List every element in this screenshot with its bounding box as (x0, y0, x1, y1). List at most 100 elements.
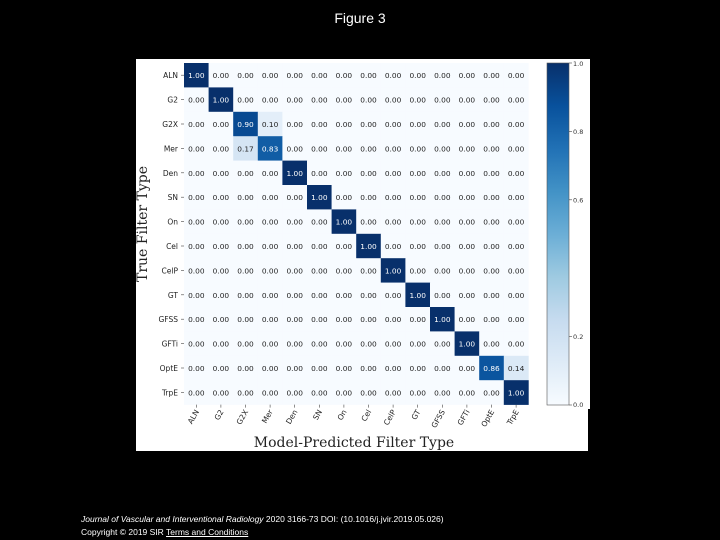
cell-value-label: 0.00 (188, 218, 205, 227)
matrix-cell (282, 233, 308, 259)
matrix-cell (257, 63, 283, 88)
matrix-cell (331, 136, 357, 161)
cell-value-label: 0.00 (286, 120, 303, 129)
matrix-cell (380, 136, 406, 161)
matrix-cell (405, 87, 431, 113)
matrix-cell (454, 307, 480, 332)
cell-value-label: 0.00 (409, 193, 426, 202)
matrix-cell (503, 331, 529, 357)
cell-value-label: 1.00 (311, 193, 328, 202)
matrix-cell (331, 209, 357, 235)
cell-value-label: 0.00 (409, 315, 426, 324)
matrix-cell (257, 233, 283, 259)
cell-value-label: 0.00 (262, 96, 279, 105)
matrix-cell (479, 282, 505, 308)
cell-value-label: 0.00 (336, 315, 353, 324)
matrix-cell (208, 185, 234, 210)
matrix-cell (233, 233, 259, 259)
matrix-cell (430, 185, 455, 210)
cell-value-label: 0.00 (262, 388, 279, 397)
cell-value-label: 1.00 (336, 218, 353, 227)
matrix-cell (454, 233, 480, 259)
cell-value-label: 0.00 (483, 144, 500, 153)
matrix-cell (380, 258, 406, 283)
y-tick-label: Den (163, 169, 178, 178)
cell-value-label: 0.00 (508, 315, 525, 324)
matrix-cell (307, 307, 332, 332)
matrix-cell (331, 185, 357, 210)
matrix-cell (430, 258, 455, 283)
matrix-cell (380, 307, 406, 332)
colorbar-tick-label: 0.8 (573, 128, 583, 136)
cell-value-label: 0.00 (237, 193, 254, 202)
matrix-cell (208, 233, 234, 259)
cell-value-label: 0.00 (336, 388, 353, 397)
cell-value-label: 0.00 (188, 169, 205, 178)
cell-value-label: 0.00 (336, 242, 353, 251)
cell-value-label: 0.00 (483, 218, 500, 227)
matrix-cell (454, 331, 480, 357)
cell-value-label: 0.00 (409, 218, 426, 227)
matrix-cell (356, 258, 382, 283)
matrix-cell (282, 307, 308, 332)
cell-value-label: 0.00 (311, 144, 328, 153)
matrix-cell (479, 209, 505, 235)
cell-value-label: 1.00 (508, 388, 525, 397)
cell-value-label: 0.00 (237, 242, 254, 251)
matrix-cell (356, 282, 382, 308)
matrix-cell (257, 111, 283, 137)
cell-value-label: 0.00 (237, 388, 254, 397)
matrix-cell (454, 258, 480, 283)
cell-value-label: 0.00 (286, 388, 303, 397)
cell-value-label: 0.00 (336, 364, 353, 373)
matrix-cell (331, 258, 357, 283)
cell-value-label: 0.00 (311, 71, 328, 80)
y-tick-label: On (167, 218, 178, 227)
cell-value-label: 0.00 (434, 291, 451, 300)
cell-value-label: 0.00 (188, 144, 205, 153)
matrix-cell (479, 258, 505, 283)
matrix-cell (331, 282, 357, 308)
matrix-cell (503, 258, 529, 283)
cell-value-label: 0.00 (213, 120, 230, 129)
cell-value-label: 0.00 (213, 169, 230, 178)
matrix-cell (405, 258, 431, 283)
cell-value-label: 0.00 (434, 169, 451, 178)
x-tick-label: TrpE (505, 408, 521, 428)
matrix-cell (356, 380, 382, 405)
matrix-cell (380, 380, 406, 405)
cell-value-label: 0.00 (385, 169, 402, 178)
terms-link[interactable]: Terms and Conditions (166, 527, 249, 537)
matrix-cell (430, 87, 455, 113)
cell-value-label: 0.00 (459, 218, 476, 227)
matrix-cell (282, 63, 308, 88)
cell-value-label: 0.00 (213, 71, 230, 80)
matrix-cell (454, 209, 480, 235)
cell-value-label: 0.00 (385, 120, 402, 129)
cell-value-label: 0.00 (286, 242, 303, 251)
cell-value-label: 0.86 (483, 364, 500, 373)
cell-value-label: 0.00 (213, 266, 230, 275)
cell-value-label: 0.00 (286, 193, 303, 202)
matrix-cell (208, 136, 234, 161)
cell-value-label: 0.83 (262, 144, 279, 153)
y-tick-label: OptE (160, 364, 179, 373)
y-tick-label: GFSS (158, 315, 178, 324)
matrix-cell (184, 87, 209, 113)
cell-value-label: 0.00 (336, 340, 353, 349)
cell-value-label: 0.00 (311, 120, 328, 129)
cell-value-label: 0.00 (360, 364, 377, 373)
cell-value-label: 0.00 (286, 266, 303, 275)
cell-value-label: 0.00 (409, 120, 426, 129)
matrix-value-labels: 1.00 0.00 0.00 0.00 0.00 0.00 0.00 0.00 0.00 0.00… (188, 71, 525, 397)
matrix-cell (380, 87, 406, 113)
matrix-cell (503, 63, 529, 88)
cell-value-label: 0.00 (213, 218, 230, 227)
cell-value-label: 0.00 (409, 364, 426, 373)
y-tick-label: Mer (164, 144, 179, 153)
matrix-cell (454, 185, 480, 210)
matrix-cell (257, 185, 283, 210)
matrix-cell (184, 63, 209, 88)
cell-value-label: 0.00 (360, 315, 377, 324)
matrix-cell (405, 136, 431, 161)
